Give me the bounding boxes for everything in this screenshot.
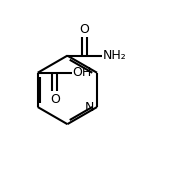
Text: N: N: [84, 101, 94, 114]
Text: O: O: [80, 23, 89, 36]
Text: OH: OH: [73, 66, 92, 79]
Text: NH₂: NH₂: [102, 49, 126, 62]
Text: O: O: [50, 93, 60, 106]
